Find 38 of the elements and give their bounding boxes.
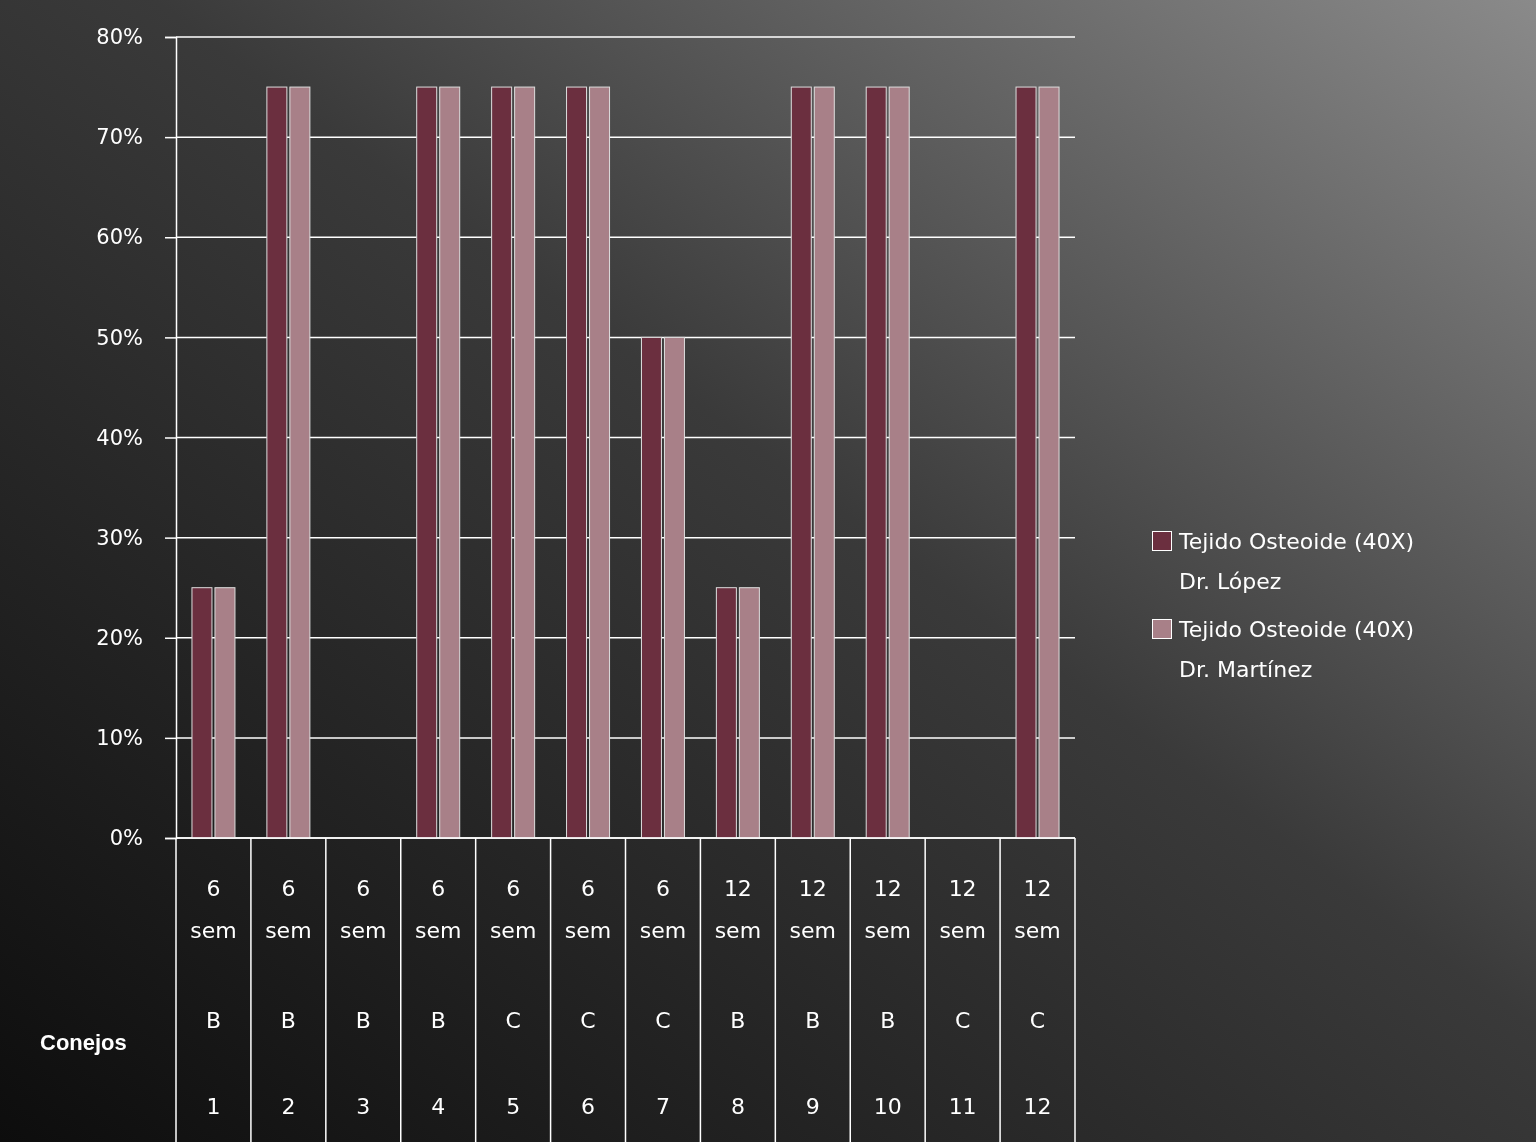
- bar: [416, 86, 438, 839]
- legend-label: Tejido Osteoide (40X) Dr. López: [1179, 528, 1416, 596]
- category-label: 12 sem B 10: [864, 876, 911, 1119]
- y-tick-label: 30%: [96, 525, 143, 550]
- y-tick-label: 40%: [96, 425, 143, 450]
- category-label: 6 sem B 2: [265, 876, 312, 1119]
- bar: [865, 86, 887, 839]
- category-label: 6 sem C 5: [489, 876, 537, 1119]
- bar: [790, 86, 812, 839]
- y-tick-label: 20%: [96, 625, 143, 650]
- category-label: 6 sem C 7: [639, 876, 687, 1119]
- bar: [640, 336, 662, 839]
- category-label: 12 sem B 8: [714, 876, 762, 1119]
- bar: [491, 86, 513, 839]
- category-label: 6 sem C 6: [564, 876, 612, 1119]
- bar: [663, 336, 685, 839]
- category-label: 6 sem B 4: [414, 876, 462, 1119]
- text: Conejos: [40, 1030, 127, 1055]
- y-tick-label: 60%: [96, 225, 143, 250]
- bar: [514, 86, 536, 839]
- bar: [439, 86, 461, 839]
- category-label: 12 sem C 11: [939, 876, 986, 1119]
- bar: [888, 86, 910, 839]
- category-label: 12 sem C 12: [1014, 876, 1061, 1119]
- y-tick-label: 50%: [96, 325, 143, 350]
- bar: [589, 86, 611, 839]
- y-tick-label: 0%: [109, 826, 143, 851]
- category-label: 12 sem B 9: [789, 876, 837, 1119]
- y-tick-label: 10%: [96, 726, 143, 751]
- category-label: 6 sem B 1: [190, 876, 237, 1119]
- y-tick-label: 80%: [96, 25, 143, 50]
- bar: [566, 86, 588, 839]
- bar: [738, 587, 760, 839]
- y-tick-label: 70%: [96, 125, 143, 150]
- bar: [813, 86, 835, 839]
- bar: [715, 587, 737, 839]
- category-label: 6 sem B 3: [340, 876, 387, 1119]
- text: Tejido Osteoide (40X) Dr. Martínez: [1179, 616, 1416, 684]
